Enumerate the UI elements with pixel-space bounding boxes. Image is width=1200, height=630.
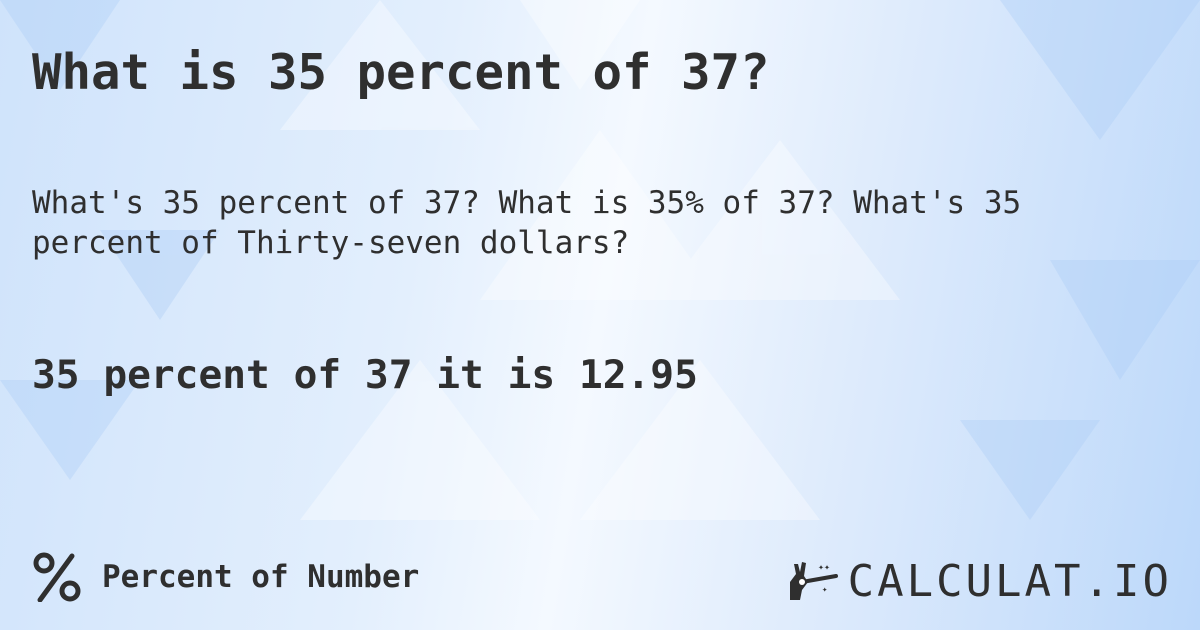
svg-text:✦✦: ✦✦ — [818, 562, 830, 573]
percent-icon — [33, 552, 81, 602]
page-title: What is 35 percent of 37? — [32, 44, 770, 101]
magic-wand-hand-icon: ✦✦ ✦ — [789, 561, 838, 600]
calculat-io-logo[interactable]: ✦✦ ✦ CALCULAT.IO — [788, 556, 1172, 607]
category-label: Percent of Number — [32, 552, 419, 602]
result-text: 35 percent of 37 it is 12.95 — [32, 352, 698, 398]
category-name: Percent of Number — [102, 559, 420, 595]
question-text: What's 35 percent of 37? What is 35% of … — [32, 185, 1022, 261]
logo-text: CALCULAT.IO — [847, 556, 1172, 607]
svg-text:✦: ✦ — [822, 585, 828, 595]
